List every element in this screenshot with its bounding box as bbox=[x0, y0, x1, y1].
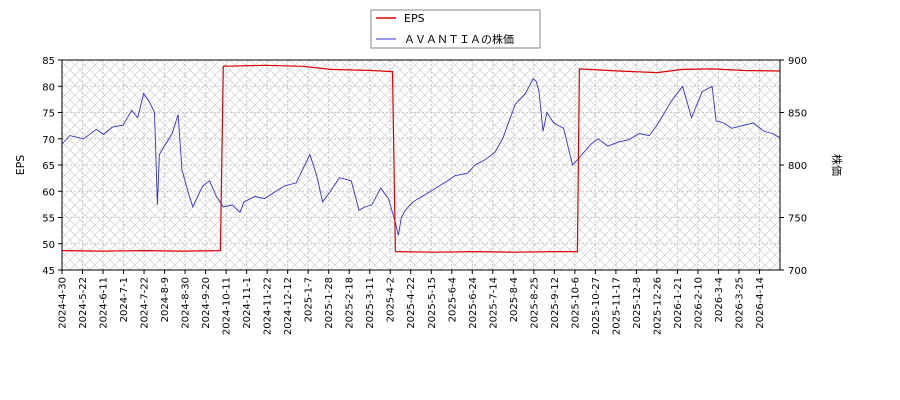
x-tick-label: 2024-11-1 bbox=[242, 277, 253, 329]
x-tick-label: 2025-7-14 bbox=[488, 277, 499, 329]
left-axis: 45 50 55 60 65 70 75 80 85 bbox=[42, 56, 62, 277]
x-tick-label: 2025-11-17 bbox=[611, 277, 622, 335]
x-tick-label: 2026-3-25 bbox=[734, 277, 745, 329]
x-tick-label: 2026-3-4 bbox=[714, 277, 725, 322]
x-tick-label: 2025-1-28 bbox=[324, 277, 335, 329]
x-tick-label: 2024-8-9 bbox=[160, 277, 171, 322]
right-tick-label: 700 bbox=[788, 266, 807, 277]
x-tick-label: 2024-10-11 bbox=[222, 277, 233, 335]
x-tick-label: 2025-10-27 bbox=[591, 277, 602, 335]
left-tick-label: 70 bbox=[42, 135, 55, 146]
x-tick-label: 2024-4-30 bbox=[58, 277, 69, 329]
x-tick-label: 2024-6-11 bbox=[99, 277, 110, 329]
x-tick-label: 2024-5-22 bbox=[78, 277, 89, 329]
left-tick-label: 85 bbox=[42, 56, 55, 67]
right-axis-title: 株価 bbox=[830, 154, 844, 176]
x-tick-label: 2025-12-26 bbox=[652, 277, 663, 335]
x-tick-label: 2024-7-1 bbox=[119, 277, 130, 322]
right-tick-label: 800 bbox=[788, 161, 807, 172]
left-tick-label: 60 bbox=[42, 187, 55, 198]
left-tick-label: 80 bbox=[42, 82, 55, 93]
x-tick-label: 2024-9-20 bbox=[201, 277, 212, 329]
x-tick-label: 2025-6-4 bbox=[447, 277, 458, 322]
x-tick-label: 2025-10-6 bbox=[570, 277, 581, 329]
grid-lines bbox=[61, 59, 780, 271]
x-tick-label: 2025-5-15 bbox=[427, 277, 438, 329]
plot-background bbox=[62, 60, 780, 270]
x-tick-label: 2025-12-8 bbox=[632, 277, 643, 329]
left-tick-label: 45 bbox=[42, 266, 55, 277]
x-axis: 2024-4-30 2024-5-22 2024-6-11 2024-7-1 2024-… bbox=[58, 270, 766, 335]
legend-label-eps: EPS bbox=[404, 12, 425, 25]
x-tick-label: 2026-4-14 bbox=[755, 277, 766, 329]
left-tick-label: 65 bbox=[42, 161, 55, 172]
x-tick-label: 2025-9-12 bbox=[550, 277, 561, 329]
series-layer bbox=[61, 64, 781, 253]
x-tick-label: 2025-8-4 bbox=[509, 277, 520, 322]
x-tick-label: 2026-2-10 bbox=[693, 277, 704, 329]
x-tick-label: 2026-1-21 bbox=[673, 277, 684, 329]
left-tick-label: 55 bbox=[42, 214, 55, 225]
x-tick-label: 2024-11-22 bbox=[263, 277, 274, 335]
x-tick-label: 2025-6-24 bbox=[468, 277, 479, 329]
x-tick-label: 2025-2-18 bbox=[345, 277, 356, 329]
x-tick-label: 2025-8-25 bbox=[529, 277, 540, 329]
x-tick-label: 2024-12-12 bbox=[283, 277, 294, 335]
legend-box bbox=[370, 9, 541, 49]
left-axis-title: EPS bbox=[14, 155, 27, 176]
right-tick-label: 750 bbox=[788, 214, 807, 225]
left-tick-label: 50 bbox=[42, 240, 55, 251]
x-tick-label: 2024-7-22 bbox=[140, 277, 151, 329]
legend: EPS ＡＶＡＮＴＩＡの株価 bbox=[370, 9, 541, 49]
right-axis: 700 750 800 850 900 bbox=[780, 56, 807, 277]
eps-series-line bbox=[61, 64, 781, 253]
left-tick-label: 75 bbox=[42, 109, 55, 120]
x-tick-label: 2024-8-30 bbox=[181, 277, 192, 329]
x-tick-label: 2025-4-22 bbox=[406, 277, 417, 329]
x-tick-label: 2025-1-7 bbox=[304, 277, 315, 322]
right-tick-label: 900 bbox=[788, 56, 807, 67]
price-series-line bbox=[61, 78, 781, 236]
x-tick-label: 2025-3-11 bbox=[365, 277, 376, 329]
x-tick-label: 2025-4-2 bbox=[386, 277, 397, 322]
right-tick-label: 850 bbox=[788, 109, 807, 120]
legend-label-price: ＡＶＡＮＴＩＡの株価 bbox=[404, 32, 514, 46]
